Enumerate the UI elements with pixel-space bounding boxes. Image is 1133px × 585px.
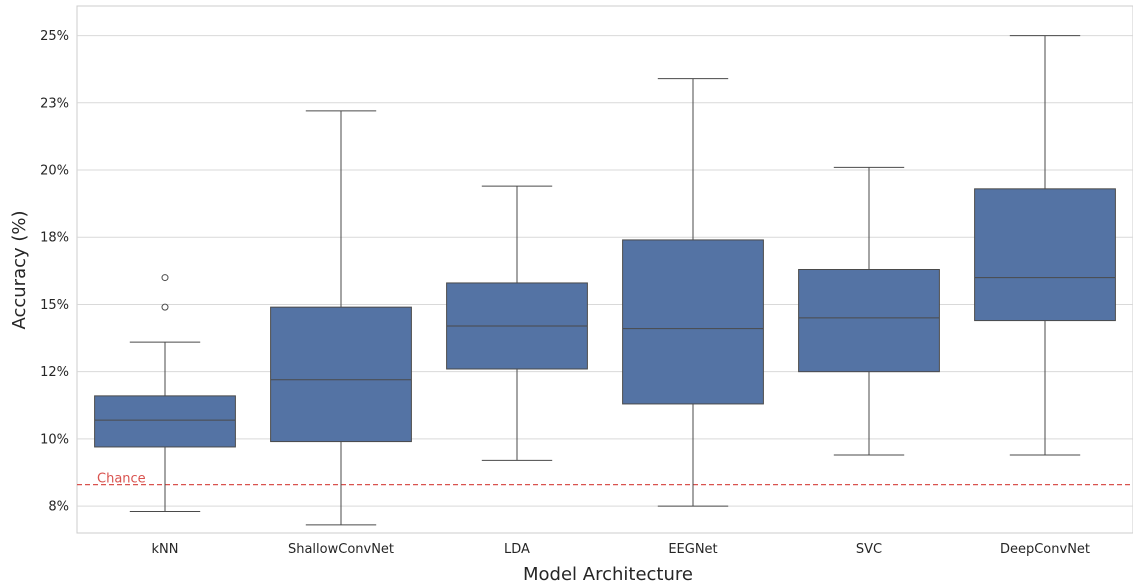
y-tick-label: 23%	[40, 96, 69, 111]
outlier-point	[161, 274, 169, 282]
y-tick-label: 20%	[40, 164, 69, 179]
box-group	[94, 274, 236, 512]
y-axis-title: Accuracy (%)	[9, 210, 30, 329]
y-tick-label: 12%	[40, 365, 69, 380]
y-tick-label: 10%	[40, 432, 69, 447]
box-rect	[270, 306, 412, 443]
x-axis-ticks: kNN ShallowConvNet LDA EEGNet SVC DeepConvNet	[152, 542, 1091, 557]
box-rect	[798, 269, 940, 373]
box-series	[94, 35, 1116, 526]
x-tick-label: SVC	[856, 542, 882, 557]
x-tick-label: DeepConvNet	[1000, 542, 1090, 557]
chance-reference: Chance	[77, 472, 1133, 487]
y-tick-label: 8%	[48, 500, 69, 515]
outlier-point	[161, 303, 169, 311]
box-rect	[622, 239, 764, 405]
gridlines	[77, 35, 1133, 507]
box-rect	[974, 188, 1116, 322]
chance-label: Chance	[97, 472, 146, 487]
x-tick-label: kNN	[152, 542, 179, 557]
box-group	[974, 35, 1116, 456]
x-tick-label: LDA	[504, 542, 530, 557]
plot-area	[76, 5, 1133, 534]
box-group	[446, 185, 588, 461]
box-group	[270, 110, 412, 526]
x-tick-label: EEGNet	[668, 542, 717, 557]
box-rect	[94, 395, 236, 448]
box-group	[798, 166, 940, 456]
y-tick-label: 18%	[40, 231, 69, 246]
x-tick-label: ShallowConvNet	[288, 542, 394, 557]
y-axis-ticks: 8% 10% 12% 15% 18% 20% 23% 25%	[40, 29, 69, 515]
y-tick-label: 25%	[40, 29, 69, 44]
y-tick-label: 15%	[40, 298, 69, 313]
box-group	[622, 78, 764, 507]
x-axis-title: Model Architecture	[523, 564, 693, 585]
